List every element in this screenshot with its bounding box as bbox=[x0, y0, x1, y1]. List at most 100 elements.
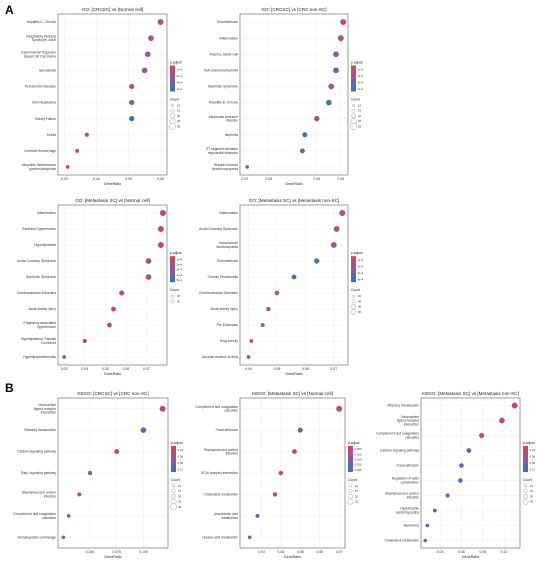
data-point bbox=[247, 535, 252, 540]
data-point bbox=[299, 148, 305, 154]
color-legend-value: 0.09 bbox=[530, 461, 536, 465]
size-legend-value: 50 bbox=[358, 310, 362, 314]
data-point bbox=[62, 355, 66, 359]
category-label: Endometriosis bbox=[217, 20, 238, 24]
size-legend-circle bbox=[351, 304, 356, 309]
data-point bbox=[145, 274, 152, 280]
size-legend-value: 30 bbox=[358, 299, 362, 303]
data-point bbox=[255, 513, 260, 518]
category-label: Cerebrovascular Disorders bbox=[199, 291, 239, 295]
data-point bbox=[159, 210, 166, 216]
x-axis-label: GeneRatio bbox=[104, 372, 121, 376]
color-legend-title: p.adjust bbox=[170, 61, 182, 65]
size-legend-circle bbox=[349, 484, 352, 488]
x-axis-label: GeneRatio bbox=[104, 182, 121, 186]
color-legend-value: 2e-4 bbox=[177, 263, 183, 267]
color-legend-value: 4e-4 bbox=[177, 87, 183, 91]
category-label: Staphylococcus aureus infection bbox=[204, 448, 238, 456]
category-label: Nephrotic Syndrome bbox=[26, 275, 56, 279]
data-point bbox=[445, 493, 450, 498]
color-legend-value: 0.09 bbox=[178, 461, 184, 465]
x-tick-label: 0.06 bbox=[122, 367, 129, 371]
data-point bbox=[274, 290, 280, 296]
size-legend-value: 25 bbox=[177, 119, 181, 123]
x-tick-label: 0.05 bbox=[125, 177, 132, 181]
category-label: Calcium signaling pathway bbox=[380, 449, 419, 453]
x-tick-label: 0.07 bbox=[143, 367, 150, 371]
data-point bbox=[61, 535, 66, 540]
data-point bbox=[82, 338, 87, 344]
size-legend-value: 30 bbox=[178, 505, 182, 509]
size-legend-circle bbox=[347, 498, 354, 505]
data-point bbox=[246, 355, 251, 359]
x-tick-label: 0.07 bbox=[336, 550, 343, 554]
plot-border bbox=[239, 204, 349, 366]
x-tick-label: 0.075 bbox=[112, 550, 121, 554]
data-point bbox=[145, 258, 152, 264]
size-legend-circle bbox=[524, 484, 527, 488]
color-legend-title: p.adjust bbox=[523, 441, 535, 445]
x-tick-label: 0.04 bbox=[81, 367, 88, 371]
data-point bbox=[266, 306, 271, 312]
x-tick-label: 0.050 bbox=[86, 550, 95, 554]
category-label: Keloid bbox=[47, 133, 56, 137]
data-point bbox=[157, 226, 164, 232]
x-tick-label: 0.08 bbox=[479, 550, 486, 554]
size-legend-value: 10 bbox=[355, 484, 359, 488]
size-legend-value: 20 bbox=[358, 114, 362, 118]
plot-border bbox=[57, 204, 168, 366]
category-label: Hepatitis B, Chronic bbox=[209, 101, 238, 105]
category-label: Drug toxicity bbox=[220, 339, 238, 343]
color-legend-value: 2e-4 bbox=[177, 74, 183, 78]
category-label: Acute Coronary Syndrome bbox=[199, 227, 238, 231]
category-label: Olfactory transduction bbox=[24, 428, 56, 432]
color-legend-bar bbox=[348, 446, 353, 472]
plot-border bbox=[239, 13, 349, 176]
size-legend-value: 20 bbox=[355, 494, 359, 498]
color-legend-value: 0.12 bbox=[530, 467, 536, 471]
size-legend-circle bbox=[523, 494, 528, 499]
panel-label-b: B bbox=[5, 381, 14, 395]
data-point bbox=[245, 165, 250, 169]
category-label: Idiopathic membranous glomerulonephritis bbox=[22, 163, 57, 171]
data-point bbox=[129, 99, 135, 106]
color-legend-value: 1e-4 bbox=[358, 258, 364, 262]
category-label: Olfactory transduction bbox=[387, 404, 419, 408]
color-legend-value: 3e-4 bbox=[358, 271, 364, 275]
data-point bbox=[336, 405, 343, 412]
plot-border bbox=[57, 13, 168, 176]
x-tick-label: 0.05 bbox=[313, 177, 320, 181]
category-label: Cholesterol metabolism bbox=[204, 493, 239, 497]
data-point bbox=[337, 35, 344, 42]
size-legend-value: 10 bbox=[358, 104, 362, 108]
category-label: Nephritis bbox=[225, 133, 238, 137]
category-label: Cholesterol metabolism bbox=[385, 539, 420, 543]
category-label: Skin Neoplasms bbox=[32, 101, 56, 105]
size-legend-value: 15 bbox=[178, 489, 182, 493]
data-point bbox=[333, 51, 339, 58]
color-legend-value: 1e-4 bbox=[177, 257, 183, 261]
category-label: Staphylococcus aureus infection bbox=[22, 491, 56, 499]
size-legend-value: 10 bbox=[530, 484, 534, 488]
x-tick-label: 0.06 bbox=[302, 367, 309, 371]
data-point bbox=[114, 449, 120, 454]
data-point bbox=[107, 322, 112, 328]
category-label: Focal adhesion bbox=[216, 428, 239, 432]
size-legend-circle bbox=[169, 122, 176, 130]
data-point bbox=[278, 470, 284, 476]
category-label: Experimental Organism Basal Cell Carcinom… bbox=[22, 50, 57, 58]
size-legend-value: 30 bbox=[530, 494, 534, 498]
category-label: Nephrotic Syndrome bbox=[208, 85, 238, 89]
category-label: Sarcoidosis bbox=[39, 68, 56, 72]
color-legend-bar bbox=[170, 256, 175, 283]
size-legend-value: 20 bbox=[530, 489, 534, 493]
data-point bbox=[291, 274, 297, 280]
data-point bbox=[458, 478, 463, 483]
size-legend-circle bbox=[522, 498, 529, 505]
category-label: Heparin-induced thrombocytopenia bbox=[212, 163, 238, 171]
data-point bbox=[499, 417, 505, 424]
color-legend-title: p.adjust bbox=[351, 61, 363, 65]
size-legend-circle bbox=[350, 122, 357, 130]
x-tick-label: 0.100 bbox=[139, 550, 148, 554]
category-label: ECM-receptor interaction bbox=[201, 471, 238, 475]
